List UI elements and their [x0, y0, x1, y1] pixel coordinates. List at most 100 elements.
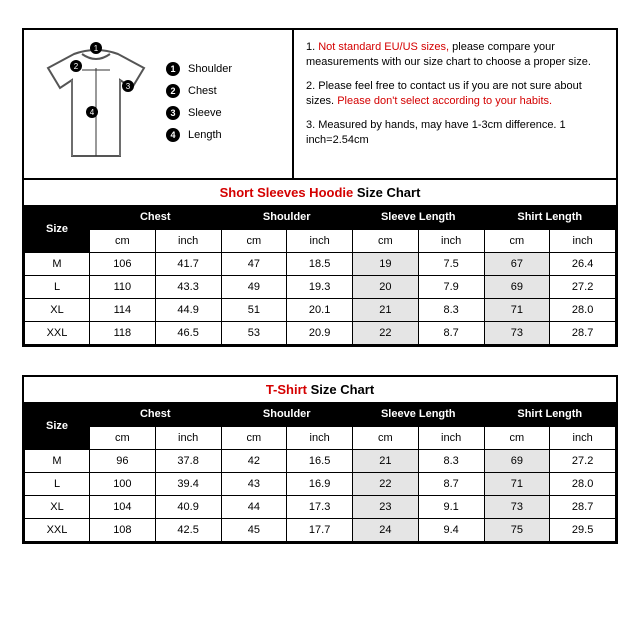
cell-sl_cm: 19	[353, 253, 419, 276]
cell-sh_cm: 42	[221, 450, 287, 473]
cell-sh_cm: 51	[221, 299, 287, 322]
table-row: M9637.84216.5218.36927.2	[25, 450, 616, 473]
unit: cm	[90, 229, 156, 253]
cell-len_in: 27.2	[550, 450, 616, 473]
cell-size: L	[25, 276, 90, 299]
legend-label: Chest	[188, 85, 217, 97]
cell-chest_cm: 118	[90, 322, 156, 345]
hdr-sleeve: Sleeve Length	[353, 403, 485, 427]
hdr-chest: Chest	[90, 403, 222, 427]
chart2-table: Size Chest Shoulder Sleeve Length Shirt …	[24, 402, 616, 542]
cell-len_cm: 71	[484, 299, 550, 322]
legend-label: Sleeve	[188, 107, 222, 119]
cell-sl_cm: 23	[353, 496, 419, 519]
svg-text:4: 4	[90, 108, 95, 117]
legend-label: Shoulder	[188, 63, 232, 75]
cell-len_in: 26.4	[550, 253, 616, 276]
svg-text:1: 1	[94, 44, 99, 53]
table-row: M10641.74718.5197.56726.4	[25, 253, 616, 276]
cell-size: M	[25, 450, 90, 473]
unit: inch	[550, 229, 616, 253]
unit: inch	[550, 426, 616, 450]
cell-sl_in: 7.5	[418, 253, 484, 276]
legend-num: 2	[166, 84, 180, 98]
cell-len_in: 28.7	[550, 322, 616, 345]
cell-chest_cm: 96	[90, 450, 156, 473]
cell-chest_in: 39.4	[155, 473, 221, 496]
cell-chest_in: 44.9	[155, 299, 221, 322]
legend-row: 2 Chest	[166, 80, 232, 102]
cell-chest_cm: 110	[90, 276, 156, 299]
cell-size: XXL	[25, 519, 90, 542]
cell-sl_cm: 21	[353, 450, 419, 473]
note-2: 2. Please feel free to contact us if you…	[306, 79, 604, 110]
cell-sh_in: 20.1	[287, 299, 353, 322]
unit: cm	[353, 229, 419, 253]
table-row: L11043.34919.3207.96927.2	[25, 276, 616, 299]
cell-chest_in: 46.5	[155, 322, 221, 345]
table-row: L10039.44316.9228.77128.0	[25, 473, 616, 496]
cell-size: XL	[25, 299, 90, 322]
cell-sh_in: 17.7	[287, 519, 353, 542]
chart2-header-row: Size Chest Shoulder Sleeve Length Shirt …	[25, 403, 616, 427]
unit: inch	[155, 229, 221, 253]
unit: cm	[484, 229, 550, 253]
cell-chest_in: 42.5	[155, 519, 221, 542]
hdr-size: Size	[25, 403, 90, 450]
cell-chest_cm: 114	[90, 299, 156, 322]
cell-chest_in: 40.9	[155, 496, 221, 519]
note-2-red: Please don't select according to your ha…	[337, 95, 552, 107]
hdr-sleeve: Sleeve Length	[353, 206, 485, 230]
hdr-length: Shirt Length	[484, 403, 616, 427]
hdr-size: Size	[25, 206, 90, 253]
cell-len_cm: 69	[484, 276, 550, 299]
cell-size: XXL	[25, 322, 90, 345]
cell-sh_in: 17.3	[287, 496, 353, 519]
cell-sl_cm: 22	[353, 473, 419, 496]
chart1-table: Size Chest Shoulder Sleeve Length Shirt …	[24, 205, 616, 345]
legend-row: 4 Length	[166, 124, 232, 146]
svg-text:2: 2	[74, 62, 79, 71]
tshirt-icon: 1 2 3 4	[32, 40, 160, 168]
cell-len_cm: 73	[484, 322, 550, 345]
cell-sh_cm: 43	[221, 473, 287, 496]
cell-chest_cm: 100	[90, 473, 156, 496]
legend-num: 3	[166, 106, 180, 120]
unit: inch	[287, 229, 353, 253]
chart2-unit-row: cminch cminch cminch cminch	[25, 426, 616, 450]
cell-sh_in: 18.5	[287, 253, 353, 276]
cell-len_cm: 75	[484, 519, 550, 542]
cell-len_in: 27.2	[550, 276, 616, 299]
cell-sl_cm: 24	[353, 519, 419, 542]
cell-chest_in: 43.3	[155, 276, 221, 299]
cell-sh_in: 16.9	[287, 473, 353, 496]
table-row: XXL11846.55320.9228.77328.7	[25, 322, 616, 345]
legend-num: 1	[166, 62, 180, 76]
cell-size: M	[25, 253, 90, 276]
cell-sh_cm: 44	[221, 496, 287, 519]
cell-len_cm: 67	[484, 253, 550, 276]
cell-size: XL	[25, 496, 90, 519]
chart2-title-red: T-Shirt	[266, 382, 307, 397]
legend: 1 Shoulder 2 Chest 3 Sleeve 4 Length	[166, 58, 232, 146]
cell-sh_cm: 49	[221, 276, 287, 299]
cell-len_in: 28.0	[550, 299, 616, 322]
legend-label: Length	[188, 129, 222, 141]
cell-sl_cm: 21	[353, 299, 419, 322]
unit: cm	[90, 426, 156, 450]
cell-chest_cm: 106	[90, 253, 156, 276]
cell-len_cm: 71	[484, 473, 550, 496]
cell-sl_cm: 20	[353, 276, 419, 299]
table-row: XXL10842.54517.7249.47529.5	[25, 519, 616, 542]
chart1-header-row: Size Chest Shoulder Sleeve Length Shirt …	[25, 206, 616, 230]
chart1-title-suffix: Size Chart	[353, 185, 420, 200]
cell-sh_in: 19.3	[287, 276, 353, 299]
chart2-title: T-Shirt Size Chart	[24, 377, 616, 402]
unit: cm	[221, 426, 287, 450]
cell-len_in: 29.5	[550, 519, 616, 542]
cell-sl_in: 8.7	[418, 322, 484, 345]
diagram-panel: 1 2 3 4 1 Shoulder 2 Chest 3 Sleeve 4 Length	[24, 30, 294, 178]
legend-num: 4	[166, 128, 180, 142]
hoodie-chart-container: 1 2 3 4 1 Shoulder 2 Chest 3 Sleeve 4 Length…	[22, 28, 618, 347]
cell-len_cm: 73	[484, 496, 550, 519]
